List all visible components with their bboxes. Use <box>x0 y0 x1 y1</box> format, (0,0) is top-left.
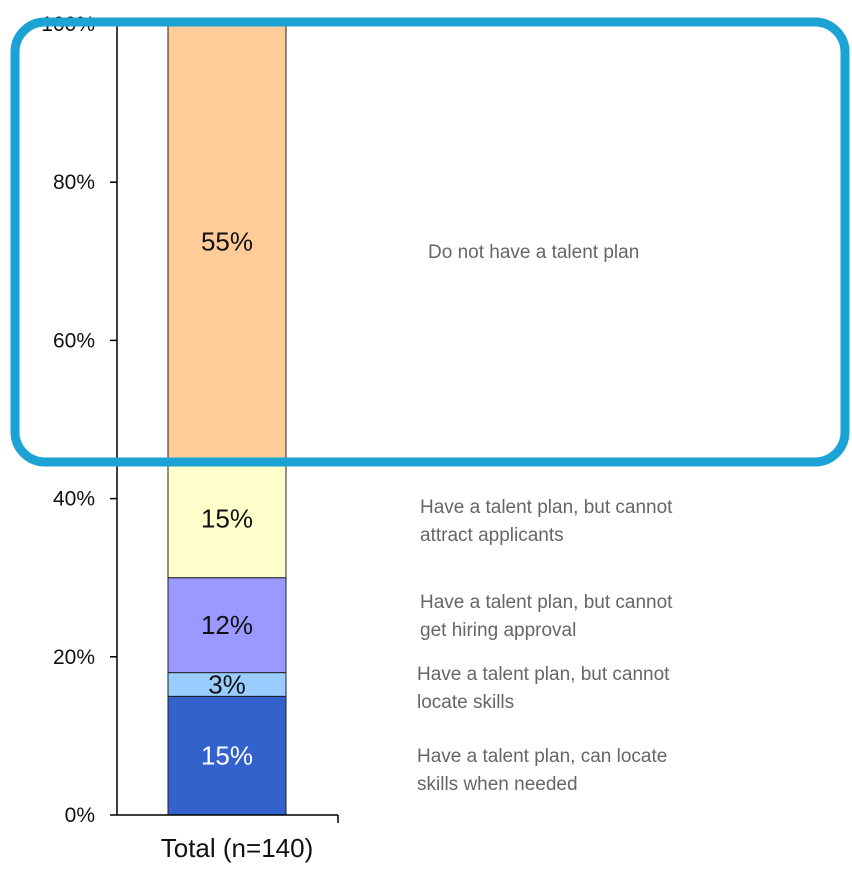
legend-label: Do not have a talent plan <box>428 242 639 263</box>
bar-segment <box>167 577 287 674</box>
segment-label: 55% <box>201 227 253 257</box>
y-tick-label: 40% <box>53 488 95 511</box>
y-tick-label: 20% <box>53 646 95 669</box>
segment-label: 3% <box>208 669 246 699</box>
segment-label: 15% <box>201 503 253 533</box>
highlight <box>10 17 850 467</box>
y-tick-label: 0% <box>65 804 95 827</box>
legend-label: Have a talent plan, but cannot attract ap… <box>420 497 673 546</box>
legend-label: Have a talent plan, but cannot locate ski… <box>417 664 670 713</box>
legend: Have a talent plan, can locate skills whe… <box>417 242 673 795</box>
segment-labels: 15% 3% 12% 15% 55% <box>201 227 253 771</box>
legend-label: Have a talent plan, can locate skills whe… <box>417 746 667 795</box>
legend-label: Have a talent plan, but cannot get hiring… <box>420 592 673 641</box>
x-axis: Total (n=140) <box>117 814 339 863</box>
y-axis: 0%20%40%60%80%100% <box>41 13 118 827</box>
x-category-label: Total (n=140) <box>161 833 313 863</box>
segment-label: 12% <box>201 610 253 640</box>
bar-segment <box>167 458 287 579</box>
segment-label: 15% <box>201 741 253 771</box>
bar-segments <box>167 23 287 816</box>
y-tick-label: 80% <box>53 171 95 194</box>
bar-segment <box>167 23 287 460</box>
highlight-box <box>10 17 850 467</box>
y-tick-label: 60% <box>53 329 95 352</box>
